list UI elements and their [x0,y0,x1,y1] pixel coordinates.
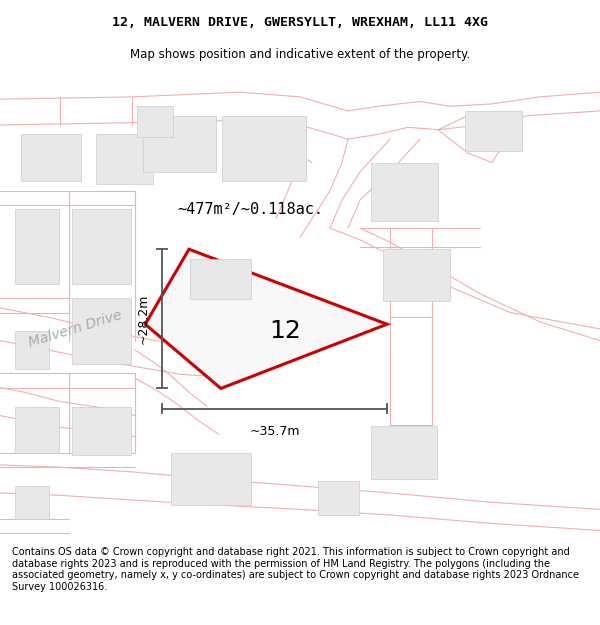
Polygon shape [143,116,216,172]
Text: ~477m²/~0.118ac.: ~477m²/~0.118ac. [177,202,323,217]
Polygon shape [15,408,59,453]
Text: Contains OS data © Crown copyright and database right 2021. This information is : Contains OS data © Crown copyright and d… [12,548,579,592]
Polygon shape [15,486,49,519]
Polygon shape [15,209,59,284]
Polygon shape [72,298,131,364]
Polygon shape [145,249,387,388]
Polygon shape [137,106,173,137]
Polygon shape [465,111,522,151]
Text: 12: 12 [269,319,301,343]
Polygon shape [96,134,153,184]
Polygon shape [15,331,49,369]
Polygon shape [72,209,131,284]
Text: Map shows position and indicative extent of the property.: Map shows position and indicative extent… [130,48,470,61]
Text: Malvern Drive: Malvern Drive [26,308,124,350]
Polygon shape [383,249,450,301]
Polygon shape [318,481,359,515]
Polygon shape [190,259,251,299]
Text: 12, MALVERN DRIVE, GWERSYLLT, WREXHAM, LL11 4XG: 12, MALVERN DRIVE, GWERSYLLT, WREXHAM, L… [112,16,488,29]
Polygon shape [371,426,437,479]
Polygon shape [171,453,251,505]
Text: ~28.2m: ~28.2m [137,294,150,344]
Polygon shape [371,162,438,221]
Text: ~35.7m: ~35.7m [249,425,300,438]
Polygon shape [21,134,81,181]
Polygon shape [210,322,276,368]
Polygon shape [72,408,131,456]
Polygon shape [222,116,306,181]
